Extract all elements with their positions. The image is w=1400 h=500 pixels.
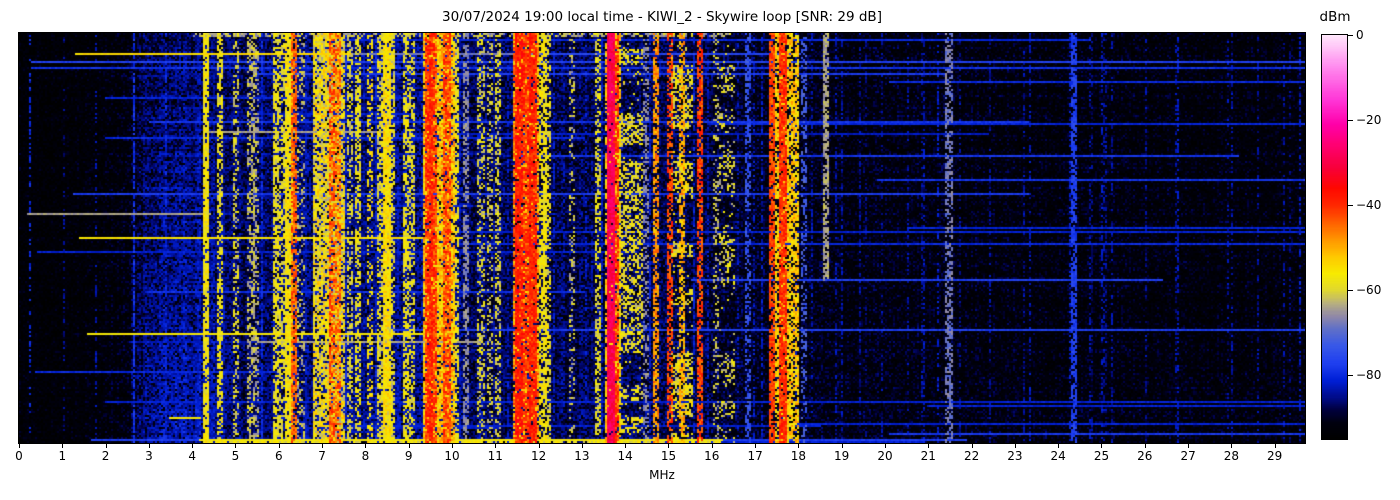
x-tick-mark [711,444,713,448]
x-tick-label: 27 [1180,449,1196,463]
colorbar-tick-mark [1348,35,1353,36]
spectrogram-canvas [19,33,1305,443]
x-tick-mark [1014,444,1016,448]
x-tick-label: 15 [660,449,677,463]
x-tick-label: 22 [963,449,980,463]
x-tick-label: 19 [834,449,850,463]
x-tick-mark [625,444,627,448]
x-tick-mark [19,444,20,448]
x-tick-mark [1188,444,1190,448]
x-tick-mark [1231,444,1233,448]
x-tick-label: 4 [188,449,197,463]
colorbar-tick-mark [1348,375,1353,377]
x-tick-mark [365,444,367,448]
x-tick-mark [884,444,886,448]
x-tick-mark [1058,444,1060,448]
x-tick-label: 13 [574,449,590,463]
x-tick-mark [105,444,107,448]
x-tick-mark [408,444,410,448]
x-tick-mark [971,444,973,448]
x-tick-label: 16 [704,449,720,463]
x-tick-mark [1274,444,1276,448]
x-tick-label: 11 [487,449,503,463]
x-tick-label: 14 [617,449,633,463]
x-tick-mark [581,444,583,448]
x-tick-mark [495,444,497,448]
x-tick-label: 3 [145,449,153,463]
x-tick-mark [322,444,324,448]
x-tick-mark [668,444,670,448]
x-tick-label: 2 [101,449,110,463]
x-tick-label: 10 [444,449,460,463]
colorbar-tick-label: −40 [1356,198,1382,213]
x-tick-label: 7 [318,449,326,463]
x-tick-label: 1 [58,449,67,463]
x-tick-mark [192,444,194,448]
x-tick-mark [278,444,280,448]
x-tick-mark [538,444,540,448]
colorbar-canvas [1322,35,1347,439]
colorbar-tick-label: 0 [1356,28,1364,42]
x-tick-label: 9 [404,449,413,463]
x-tick-mark [235,444,237,448]
colorbar-tick-label: −20 [1356,113,1382,128]
x-tick-mark [755,444,757,448]
x-tick-mark [1144,444,1146,448]
x-tick-mark [451,444,453,448]
x-tick-label: 6 [274,449,283,463]
x-axis-label: MHz [649,468,675,482]
x-tick-label: 26 [1137,449,1153,463]
x-tick-label: 29 [1267,449,1283,463]
colorbar [1321,34,1348,440]
colorbar-label: dBm [1319,9,1351,25]
colorbar-tick-mark [1348,120,1353,122]
x-tick-mark [928,444,930,448]
x-tick-label: 24 [1050,449,1066,463]
x-tick-label: 18 [790,449,807,463]
x-tick-label: 12 [530,449,547,463]
x-tick-label: 0 [15,449,23,463]
spectrogram-plot-area [18,32,1306,444]
x-tick-mark [841,444,843,448]
x-tick-mark [62,444,64,448]
x-tick-label: 20 [877,449,893,463]
x-tick-label: 17 [747,449,763,463]
x-tick-label: 21 [920,449,936,463]
page-title: 30/07/2024 19:00 local time - KIWI_2 - S… [442,9,882,25]
colorbar-tick-mark [1348,205,1353,207]
x-tick-label: 8 [361,449,370,463]
x-tick-mark [798,444,800,448]
x-tick-mark [148,444,150,448]
x-tick-label: 28 [1223,449,1240,463]
colorbar-tick-label: −80 [1356,368,1382,383]
colorbar-tick-label: −60 [1356,283,1382,298]
x-tick-mark [1101,444,1103,448]
x-tick-label: 23 [1007,449,1023,463]
x-tick-label: 25 [1093,449,1110,463]
colorbar-tick-mark [1348,290,1353,292]
x-tick-label: 5 [231,449,240,463]
